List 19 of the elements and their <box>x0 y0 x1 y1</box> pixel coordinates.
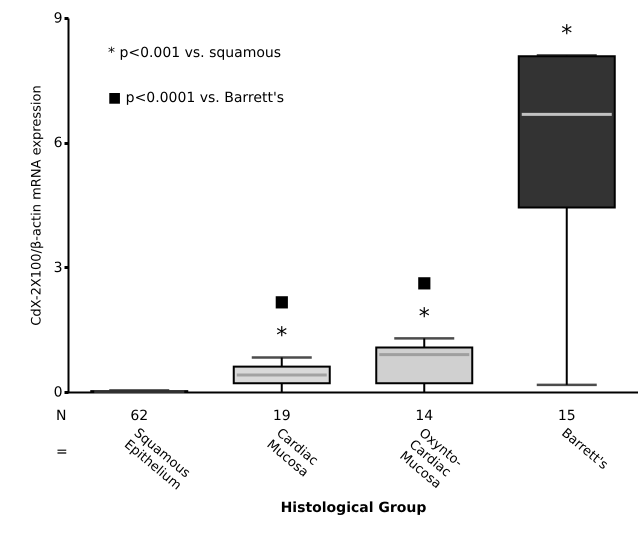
x-axis-title: Histological Group <box>280 500 426 516</box>
annotation: * p<0.001 vs. squamous <box>108 45 282 61</box>
y-tick-label: 6 <box>54 135 63 152</box>
annotation: * <box>418 304 430 330</box>
annotation: * <box>276 324 288 349</box>
text: 62 <box>130 408 148 424</box>
text: 14 <box>415 408 434 424</box>
annotation: * <box>561 21 572 46</box>
y-axis-title: CdX-2X100/β-actin mRNA expression <box>30 85 45 326</box>
text: 15 <box>558 408 576 424</box>
annotation: ■ <box>274 292 290 311</box>
text: N <box>56 408 66 424</box>
text: 19 <box>272 408 291 424</box>
text: = <box>56 444 68 460</box>
y-tick-label: 0 <box>54 384 62 400</box>
y-tick-label: 3 <box>54 260 62 276</box>
annotation: ■ p<0.0001 vs. Barrett's <box>108 90 284 106</box>
annotation: ■ <box>416 272 432 292</box>
y-tick-label: 9 <box>54 10 62 26</box>
